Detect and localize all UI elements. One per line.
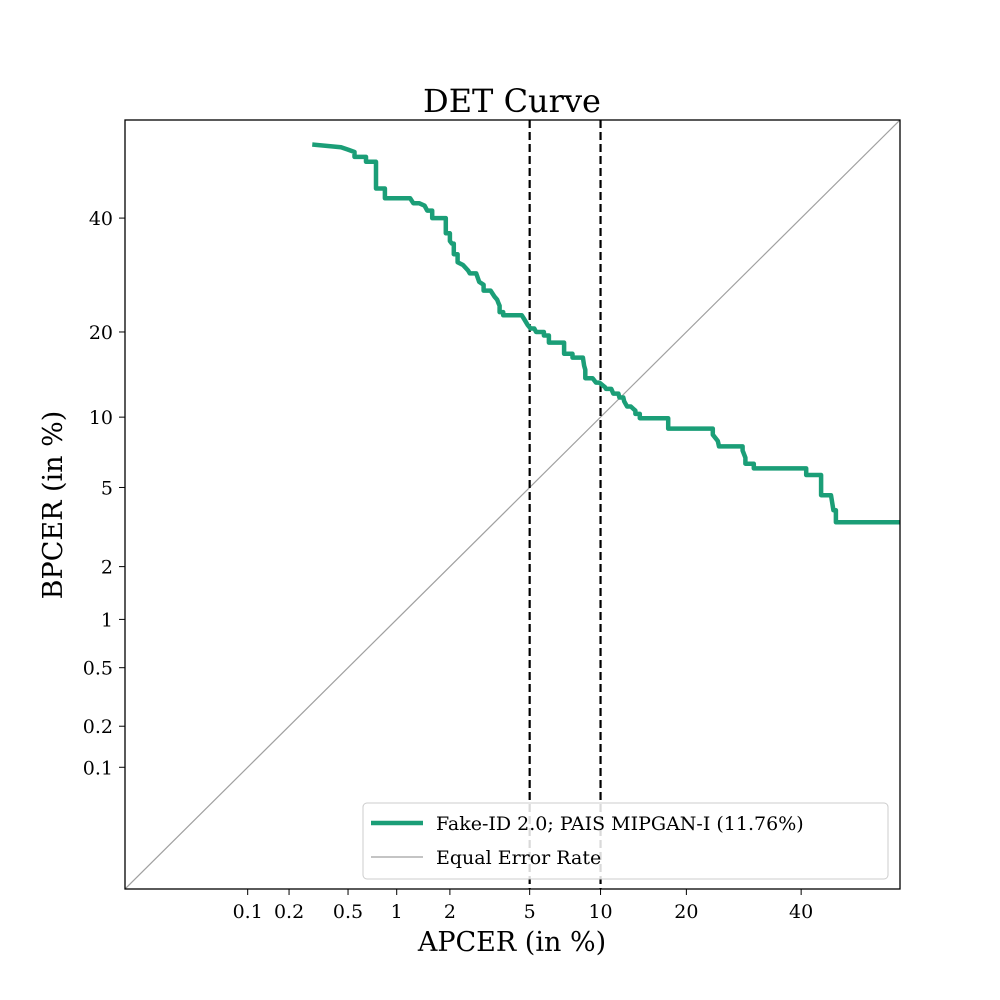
y-tick-label: 0.5 [83, 658, 113, 680]
y-tick-label: 0.1 [83, 757, 113, 779]
y-tick-label: 40 [89, 208, 113, 230]
x-tick-label: 10 [588, 901, 612, 923]
equal-error-rate-line [125, 120, 900, 889]
y-axis-title: BPCER (in %) [38, 411, 69, 600]
x-tick-label: 0.2 [274, 901, 304, 923]
x-tick-label: 20 [674, 901, 698, 923]
x-tick-label: 40 [789, 901, 813, 923]
plot-area [125, 120, 900, 889]
y-tick-label: 10 [89, 407, 113, 429]
y-tick-label: 1 [101, 609, 113, 631]
x-axis-title: APCER (in %) [417, 927, 606, 958]
y-tick-label: 0.2 [83, 716, 113, 738]
x-tick-label: 0.1 [233, 901, 263, 923]
axis-ticks: 0.1 0.2 0.5 1 2 5 10 20 40 0.1 0.2 0.5 1 2 5 10 20 40 [83, 208, 813, 923]
y-tick-label: 20 [89, 322, 113, 344]
plot-frame [124, 119, 901, 890]
legend: Fake-ID 2.0; PAIS MIPGAN-I (11.76%) Equa… [362, 802, 889, 880]
x-tick-label: 2 [444, 901, 456, 923]
y-tick-label: 2 [101, 557, 113, 579]
chart-title: DET Curve [423, 82, 601, 120]
x-tick-label: 1 [391, 901, 403, 923]
legend-box [362, 802, 889, 880]
y-tick-label: 5 [101, 477, 113, 499]
legend-label-eer: Equal Error Rate [436, 847, 601, 869]
det-curve-line [312, 142, 900, 525]
x-tick-label: 0.5 [333, 901, 363, 923]
legend-label-det-curve: Fake-ID 2.0; PAIS MIPGAN-I (11.76%) [436, 813, 804, 835]
x-tick-label: 5 [524, 901, 536, 923]
